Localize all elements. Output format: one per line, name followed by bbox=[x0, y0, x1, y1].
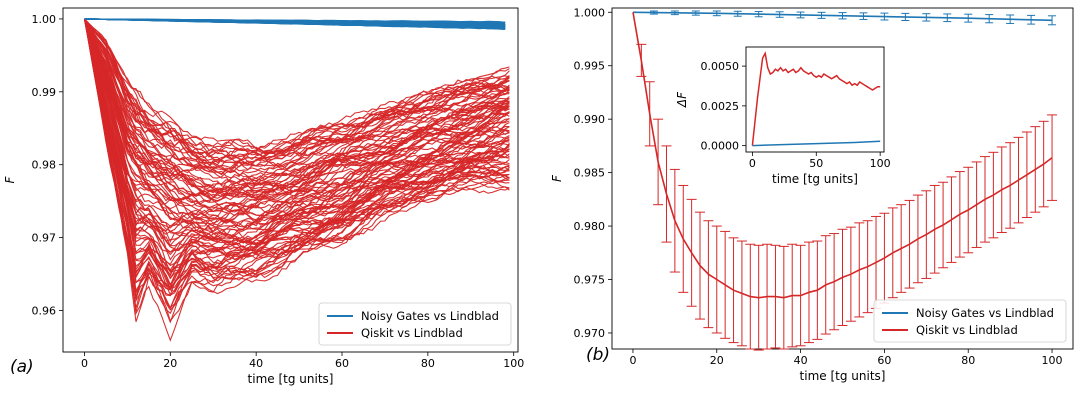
chart-a-red-trace bbox=[84, 18, 510, 158]
chart-b-inset: 0 50 100 0.0000 0.0025 0.0050 time [tg units] Δ… bbox=[675, 46, 891, 186]
inset-y-tick-label: 0.0025 bbox=[701, 100, 740, 113]
chart-a: 0 20 40 60 80 100 0.96 0.97 0.98 0.99 1.00 time [tg… bbox=[3, 7, 524, 386]
chart-a-red-trace bbox=[83, 18, 510, 267]
chart-a-red-trace bbox=[84, 18, 510, 179]
chart-a-red-trace bbox=[84, 18, 510, 174]
chart-b-red-line bbox=[632, 12, 1053, 299]
chart-a-red-trace bbox=[83, 18, 510, 297]
chart-a-legend-entry: Qiskit vs Lindblad bbox=[361, 326, 463, 340]
chart-b-y-tick-label: 0.980 bbox=[574, 220, 606, 233]
chart-b-y-tick-label: 0.970 bbox=[574, 327, 606, 340]
chart-a-red-trace bbox=[84, 18, 510, 169]
chart-a-red-trace bbox=[84, 18, 510, 166]
chart-a-y-axis-label: F bbox=[3, 175, 17, 183]
chart-a-red-trace bbox=[83, 18, 510, 194]
chart-b-y-tick-label: 0.985 bbox=[574, 167, 606, 180]
chart-b: 0 20 40 60 80 100 0.970 0.975 0.980 0.985 0.990 0.9… bbox=[550, 6, 1074, 383]
inset-red-line bbox=[751, 51, 881, 146]
chart-a-plot-frame bbox=[62, 7, 519, 353]
chart-a-red-trace bbox=[84, 18, 510, 158]
chart-a-y-tick-label: 0.99 bbox=[32, 86, 57, 99]
chart-a-legend-frame bbox=[318, 302, 512, 346]
chart-a-red-trace bbox=[84, 18, 510, 154]
chart-b-blue-line bbox=[632, 11, 1053, 22]
chart-b-panel-label: (b) bbox=[586, 345, 610, 365]
chart-a-red-trace bbox=[83, 18, 510, 228]
chart-a-red-trace bbox=[83, 18, 510, 253]
chart-a-x-tick-label: 40 bbox=[249, 357, 263, 370]
chart-a-traces bbox=[83, 18, 510, 342]
chart-a-red-trace bbox=[84, 18, 510, 164]
chart-a-y-tick-label: 0.96 bbox=[32, 304, 57, 317]
chart-b-y-tick-label: 1.000 bbox=[574, 6, 606, 19]
chart-a-red-trace bbox=[83, 18, 510, 245]
inset-plot-frame bbox=[745, 46, 885, 153]
chart-b-y-tick-label: 0.990 bbox=[574, 113, 606, 126]
chart-a-red-trace bbox=[83, 18, 510, 222]
chart-b-plot-frame bbox=[611, 7, 1074, 350]
chart-b-legend-frame bbox=[873, 299, 1067, 343]
chart-a-panel-label: (a) bbox=[10, 357, 34, 377]
chart-a-x-tick-label: 20 bbox=[163, 357, 177, 370]
chart-a-y-tick-label: 1.00 bbox=[32, 13, 57, 26]
chart-a-x-axis-label: time [tg units] bbox=[248, 372, 334, 386]
inset-y-tick-label: 0.0050 bbox=[701, 60, 740, 73]
chart-b-x-tick-label: 100 bbox=[1042, 354, 1063, 367]
chart-a-red-trace bbox=[83, 18, 510, 203]
chart-a-red-trace bbox=[83, 18, 510, 280]
chart-b-x-tick-label: 40 bbox=[794, 354, 808, 367]
chart-a-blue-trace bbox=[84, 18, 506, 30]
chart-a-red-trace bbox=[83, 18, 510, 253]
chart-a-x-tick-label: 100 bbox=[503, 357, 524, 370]
inset-x-tick-label: 50 bbox=[809, 157, 823, 170]
chart-a-red-trace bbox=[83, 18, 510, 198]
chart-b-y-tick-label: 0.975 bbox=[574, 274, 606, 287]
inset-x-tick-label: 100 bbox=[870, 157, 891, 170]
chart-b-x-tick-label: 0 bbox=[629, 354, 636, 367]
chart-a-red-trace bbox=[83, 18, 510, 261]
chart-a-red-trace bbox=[84, 18, 510, 161]
inset-blue-line bbox=[752, 140, 881, 147]
inset-x-axis-label: time [tg units] bbox=[772, 172, 858, 186]
chart-b-y-tick-label: 0.995 bbox=[574, 60, 606, 73]
chart-a-red-trace bbox=[83, 18, 510, 342]
chart-b-legend-entry: Noisy Gates vs Lindblad bbox=[916, 306, 1054, 320]
chart-a-red-trace bbox=[83, 18, 510, 291]
inset-x-tick-label: 0 bbox=[749, 157, 756, 170]
chart-a-x-tick-label: 0 bbox=[81, 357, 88, 370]
chart-a-red-trace bbox=[83, 18, 510, 312]
chart-a-x-tick-label: 60 bbox=[335, 357, 349, 370]
chart-b-x-tick-label: 60 bbox=[877, 354, 891, 367]
chart-a-red-trace bbox=[83, 18, 510, 309]
chart-a-y-tick-label: 0.97 bbox=[32, 232, 57, 245]
chart-a-x-tick-label: 80 bbox=[421, 357, 435, 370]
chart-a-red-trace bbox=[84, 18, 510, 187]
chart-b-x-axis-label: time [tg units] bbox=[800, 369, 886, 383]
chart-a-legend-entry: Noisy Gates vs Lindblad bbox=[361, 309, 499, 323]
chart-a-red-trace bbox=[83, 18, 510, 280]
chart-a-red-trace bbox=[83, 18, 510, 242]
chart-b-y-axis-label: F bbox=[550, 174, 564, 182]
chart-a-red-trace bbox=[83, 18, 510, 324]
chart-a-red-trace bbox=[83, 18, 510, 202]
inset-y-axis-label: ΔF bbox=[675, 91, 689, 108]
chart-a-red-trace bbox=[83, 18, 510, 220]
chart-b-legend-entry: Qiskit vs Lindblad bbox=[916, 323, 1018, 337]
inset-background bbox=[746, 47, 884, 152]
chart-a-red-trace bbox=[83, 18, 510, 271]
chart-b-x-tick-label: 80 bbox=[961, 354, 975, 367]
inset-y-tick-label: 0.0000 bbox=[701, 140, 740, 153]
chart-a-y-tick-label: 0.98 bbox=[32, 159, 57, 172]
chart-b-x-tick-label: 20 bbox=[710, 354, 724, 367]
chart-a-red-trace bbox=[84, 18, 510, 172]
